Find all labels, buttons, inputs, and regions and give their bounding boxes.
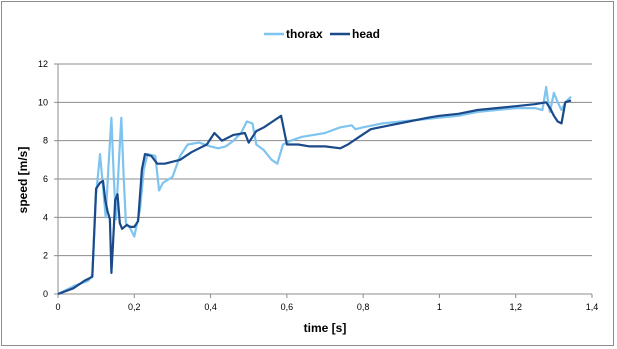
y-tick-label-0: 0 xyxy=(43,289,48,299)
x-tick-label-6: 1,2 xyxy=(509,302,522,312)
axes xyxy=(54,63,593,298)
y-tick-label-1: 2 xyxy=(43,251,48,261)
y-tick-label-6: 12 xyxy=(38,59,48,69)
x-axis-title: time [s] xyxy=(304,321,347,335)
x-tick-label-7: 1,4 xyxy=(586,302,599,312)
x-tick-label-3: 0,6 xyxy=(281,302,294,312)
y-axis-title: speed [m/s] xyxy=(16,147,30,214)
legend-label-thorax: thorax xyxy=(286,27,323,41)
legend: thorax head xyxy=(264,27,380,41)
x-tick-label-4: 0,8 xyxy=(357,302,370,312)
series-line-head xyxy=(57,99,572,296)
series-line-thorax xyxy=(57,85,572,295)
series-lines xyxy=(57,85,572,296)
x-tick-label-1: 0,2 xyxy=(128,302,141,312)
y-tick-label-4: 8 xyxy=(43,136,48,146)
y-tick-labels: 0 2 4 6 8 10 12 xyxy=(38,59,48,299)
x-tick-label-2: 0,4 xyxy=(204,302,217,312)
y-tick-label-2: 4 xyxy=(43,212,48,222)
y-tick-label-3: 6 xyxy=(43,174,48,184)
x-tick-label-0: 0 xyxy=(55,302,60,312)
x-tick-label-5: 1 xyxy=(437,302,442,312)
gridlines xyxy=(58,63,592,257)
y-tick-label-5: 10 xyxy=(38,97,48,107)
legend-label-head: head xyxy=(352,27,380,41)
x-tick-labels: 0 0,2 0,4 0,6 0,8 1 1,2 1,4 xyxy=(55,302,598,312)
